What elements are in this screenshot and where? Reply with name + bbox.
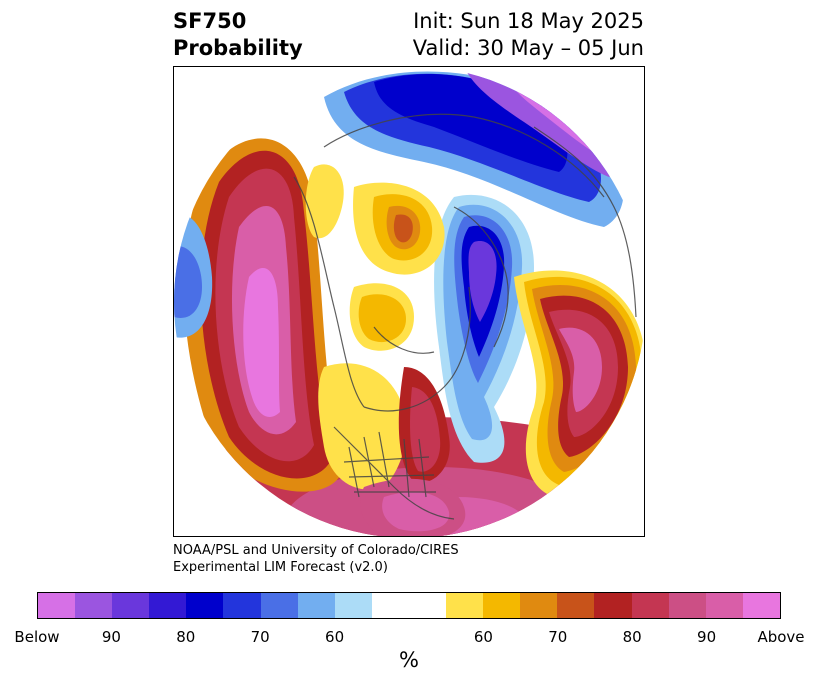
colorbar-tick-label: Above [757, 628, 805, 646]
colorbar-segment [483, 593, 521, 618]
colorbar-segment [557, 593, 595, 618]
coastlines [293, 113, 637, 520]
colorbar-segment [631, 593, 669, 618]
colorbar-segment [668, 593, 706, 618]
credit-text: NOAA/PSL and University of Colorado/CIRE… [173, 542, 459, 576]
colorbar-segment [297, 593, 335, 618]
colorbar-segment [112, 593, 150, 618]
colorbar-segment [223, 593, 261, 618]
colorbar-segment [149, 593, 187, 618]
colorbar-segment [594, 593, 632, 618]
colorbar-tick-label: Below [14, 628, 60, 646]
colorbar-segment [371, 593, 447, 618]
colorbar-tick-label: 80 [176, 628, 196, 646]
colorbar-segment [742, 593, 780, 618]
colorbar-tick-label: 80 [622, 628, 642, 646]
colorbar-segment [75, 593, 113, 618]
probability-map-svg [174, 67, 644, 536]
colorbar-unit-label: % [399, 648, 419, 672]
colorbar-tick-label: 70 [548, 628, 568, 646]
init-date: Init: Sun 18 May 2025 [413, 9, 644, 33]
colorbar-segment [520, 593, 558, 618]
map-title: SF750 Probability [173, 8, 303, 62]
colorbar-segment [38, 593, 76, 618]
valid-date: Valid: 30 May – 05 Jun [412, 36, 644, 60]
colorbar-tick-label: 90 [697, 628, 717, 646]
colorbar-tick-label: 70 [250, 628, 270, 646]
colorbar-tick-label: 60 [473, 628, 493, 646]
probability-field [174, 67, 644, 536]
colorbar-segment [186, 593, 224, 618]
colorbar-tick-label: 90 [101, 628, 121, 646]
colorbar-segment [334, 593, 372, 618]
colorbar-tick-label: 60 [325, 628, 345, 646]
title-variable: SF750 [173, 9, 247, 33]
colorbar [37, 592, 781, 619]
colorbar-segment [446, 593, 484, 618]
title-type: Probability [173, 36, 303, 60]
polar-map [173, 66, 645, 537]
colorbar-segment [260, 593, 298, 618]
credit-line-1: NOAA/PSL and University of Colorado/CIRE… [173, 543, 459, 558]
colorbar-segment [705, 593, 743, 618]
map-dates: Init: Sun 18 May 2025 Valid: 30 May – 05… [413, 8, 644, 62]
credit-line-2: Experimental LIM Forecast (v2.0) [173, 560, 388, 575]
